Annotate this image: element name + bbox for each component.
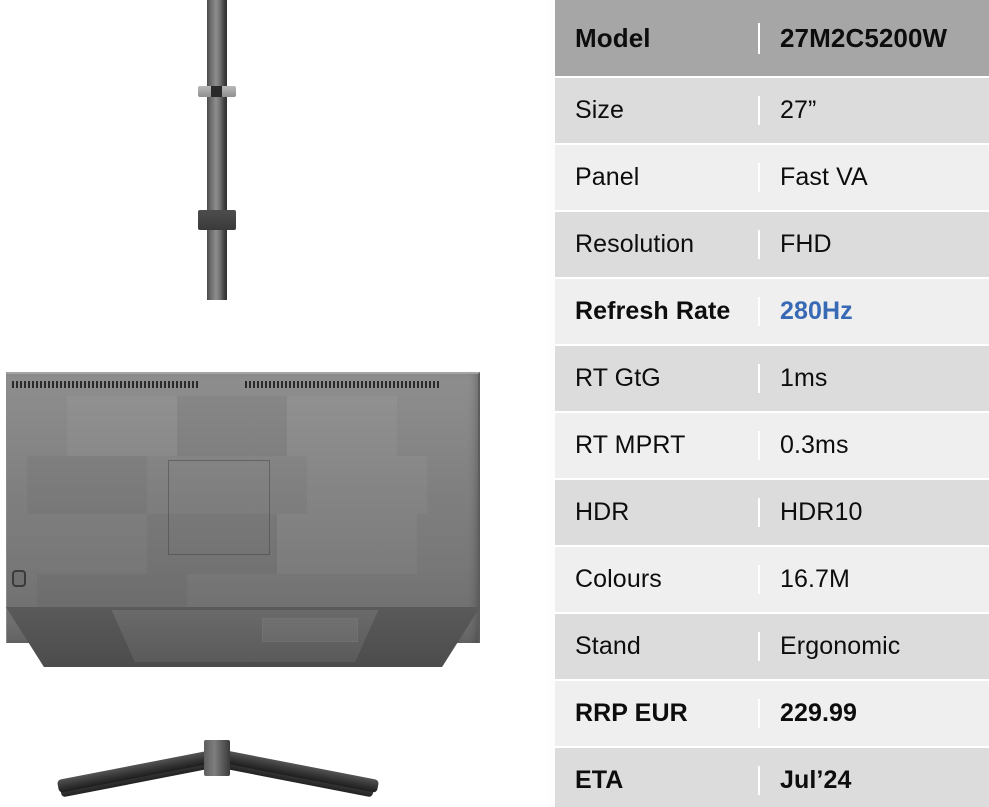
row-label: ETA xyxy=(555,766,760,795)
spec-table: Model 27M2C5200W Size 27” Panel Fast VA Reso… xyxy=(555,0,989,807)
product-image-panel xyxy=(0,0,486,798)
row-value: 229.99 xyxy=(780,699,858,727)
row-value: 27” xyxy=(780,96,817,124)
header-value-model-number: 27M2C5200W xyxy=(780,22,948,53)
table-row: Panel Fast VA xyxy=(555,145,989,212)
row-label: RT MPRT xyxy=(555,431,760,460)
row-label: Refresh Rate xyxy=(555,297,760,326)
row-value: FHD xyxy=(780,230,832,258)
table-row: Size 27” xyxy=(555,78,989,145)
row-label: HDR xyxy=(555,498,760,527)
stand-joint xyxy=(198,210,236,230)
table-row: Refresh Rate 280Hz xyxy=(555,279,989,346)
table-row: RRP EUR 229.99 xyxy=(555,681,989,748)
table-rows-container: Size 27” Panel Fast VA Resolution FHD Refresh … xyxy=(555,78,989,807)
stand-column xyxy=(207,0,227,300)
row-value: Ergonomic xyxy=(780,632,901,660)
monitor-back-panel xyxy=(6,372,480,643)
row-value: Jul’24 xyxy=(780,766,852,794)
row-value: 0.3ms xyxy=(780,431,849,459)
row-label: RRP EUR xyxy=(555,699,760,728)
table-row: Colours 16.7M xyxy=(555,547,989,614)
table-row: ETA Jul’24 xyxy=(555,748,989,807)
stand-base-hub xyxy=(204,740,230,776)
row-label: Stand xyxy=(555,632,760,661)
table-header-row: Model 27M2C5200W xyxy=(555,0,989,78)
row-value: HDR10 xyxy=(780,498,863,526)
row-label: Resolution xyxy=(555,230,760,259)
vent-slots-left xyxy=(12,381,198,388)
table-row: RT GtG 1ms xyxy=(555,346,989,413)
header-label-model: Model xyxy=(555,22,760,54)
row-label: RT GtG xyxy=(555,364,760,393)
vent-slots-right xyxy=(245,381,441,388)
row-label: Panel xyxy=(555,163,760,192)
row-value: 280Hz xyxy=(780,297,853,325)
stand-clip-center xyxy=(211,86,222,97)
table-row: Resolution FHD xyxy=(555,212,989,279)
vesa-plate-outline xyxy=(168,460,270,555)
row-label: Size xyxy=(555,96,760,125)
side-port-icon xyxy=(12,570,26,587)
table-row: RT MPRT 0.3ms xyxy=(555,413,989,480)
row-value: 16.7M xyxy=(780,565,850,593)
row-value: Fast VA xyxy=(780,163,868,191)
row-value: 1ms xyxy=(780,364,828,392)
monitor-rear-illustration xyxy=(0,372,486,672)
table-row: Stand Ergonomic xyxy=(555,614,989,681)
monitor-chin-plate xyxy=(262,618,358,642)
table-row: HDR HDR10 xyxy=(555,480,989,547)
row-label: Colours xyxy=(555,565,760,594)
